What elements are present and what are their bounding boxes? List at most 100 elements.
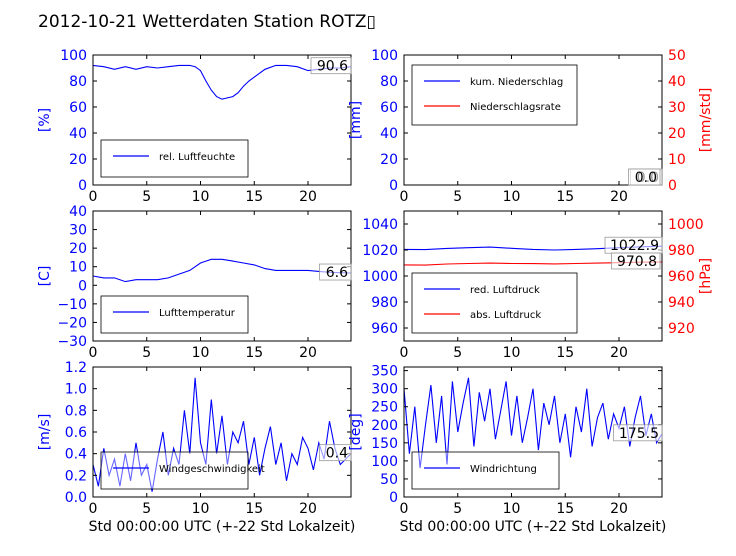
y2-tick-label: 50 — [668, 48, 686, 64]
y-tick-label: 20 — [69, 241, 87, 257]
x-tick-label: 0 — [89, 501, 98, 517]
y-axis-label: [m/s] — [37, 414, 53, 451]
y-tick-label: −10 — [57, 297, 87, 313]
annotation-box — [319, 444, 352, 462]
legend-entry: Niederschlagsrate — [470, 102, 561, 113]
annotation-value: 6.6 — [326, 265, 348, 281]
x-tick-label: 0 — [400, 189, 409, 205]
y-tick-label: 200 — [371, 418, 398, 434]
y-tick-label: 80 — [69, 74, 87, 90]
y-tick-label: 350 — [371, 364, 398, 380]
y-tick-label: 0.4 — [65, 447, 87, 463]
y2-tick-label: 10 — [668, 152, 686, 168]
x-tick-label: 10 — [503, 345, 521, 361]
x-tick-label: 10 — [503, 189, 521, 205]
legend-entry: Windrichtung — [470, 464, 537, 475]
y-tick-label: 1.0 — [65, 382, 87, 398]
y-tick-label: 0.8 — [65, 403, 87, 419]
y2-tick-label: 940 — [668, 295, 695, 311]
y-tick-label: 40 — [380, 126, 398, 142]
series-line-temperature-0 — [92, 258, 352, 283]
y-tick-label: −20 — [57, 315, 87, 331]
y2-tick-label: 20 — [668, 126, 686, 142]
x-tick-label: 10 — [192, 501, 210, 517]
x-axis-label: Std 00:00:00 UTC (+-22 Std Lokalzeit) — [400, 519, 667, 535]
y2-tick-label: 0 — [668, 178, 677, 194]
legend-entry: kum. Niederschlag — [470, 77, 563, 88]
y-tick-label: 1000 — [362, 269, 398, 285]
y-tick-label: 1.2 — [65, 360, 87, 376]
y-tick-label: 0 — [389, 178, 398, 194]
x-tick-label: 15 — [245, 501, 263, 517]
legend-box-pressure — [411, 272, 578, 334]
x-tick-label: 5 — [142, 189, 151, 205]
y-tick-label: 50 — [380, 472, 398, 488]
legend-entry: rel. Luftfeuchte — [159, 152, 235, 163]
annotation-box — [319, 263, 352, 281]
x-tick-label: 15 — [245, 189, 263, 205]
y-tick-label: 150 — [371, 436, 398, 452]
y-tick-label: 960 — [371, 321, 398, 337]
legend-box-precip — [411, 64, 578, 126]
x-tick-label: 5 — [453, 501, 462, 517]
y-tick-label: 0 — [78, 278, 87, 294]
legend-box-winddir — [411, 451, 560, 490]
y-tick-label: 100 — [371, 48, 398, 64]
x-tick-label: 20 — [299, 501, 317, 517]
y-tick-label: −30 — [57, 334, 87, 350]
x-tick-label: 15 — [556, 345, 574, 361]
y-tick-label: 20 — [380, 152, 398, 168]
x-tick-label: 20 — [610, 345, 628, 361]
y2-tick-label: 960 — [668, 269, 695, 285]
annotation-value: 90.6 — [317, 59, 348, 75]
y-tick-label: 40 — [69, 204, 87, 220]
y2-tick-label: 40 — [668, 74, 686, 90]
panel-pressure: 0 5 10 15 20 960 980 1000 1020 1040 920 940 960 980 10… — [362, 210, 714, 361]
y-tick-label: 1040 — [362, 217, 398, 233]
y-tick-label: 980 — [371, 295, 398, 311]
legend-box-humidity — [100, 139, 249, 178]
y2-tick-label: 920 — [668, 321, 695, 337]
panel-temperature: 0 5 10 15 20 −30 −20 −10 0 10 20 30 40 [C] Lufttempera… — [37, 204, 352, 361]
y-axis-label: [C] — [37, 266, 53, 287]
y2-axis-label: [hPa] — [698, 258, 714, 294]
panel-windspeed: 0 5 10 15 20 0.0 0.2 0.4 0.6 0.8 1.0 1.2 [m/s] Std 00… — [37, 360, 355, 535]
y-tick-label: 60 — [69, 100, 87, 116]
y-tick-label: 0 — [78, 178, 87, 194]
y-tick-label: 0.2 — [65, 468, 87, 484]
x-tick-label: 20 — [299, 189, 317, 205]
annotation-value: 1022.9 — [610, 238, 659, 254]
y-tick-label: 0.6 — [65, 425, 87, 441]
y-tick-label: 40 — [69, 126, 87, 142]
x-tick-label: 15 — [556, 189, 574, 205]
legend-entry: abs. Luftdruck — [470, 310, 541, 321]
x-tick-label: 5 — [142, 345, 151, 361]
panel-humidity: 0 5 10 15 20 0 20 40 60 80 100 [%] rel. Luftfeuchte 9… — [37, 48, 352, 205]
x-axis-label: Std 00:00:00 UTC (+-22 Std Lokalzeit) — [89, 519, 356, 535]
legend-box-windspeed — [100, 451, 249, 490]
y-axis-label: [mm] — [348, 101, 364, 139]
y-tick-label: 0 — [389, 490, 398, 506]
y-tick-label: 300 — [371, 382, 398, 398]
x-tick-label: 0 — [400, 501, 409, 517]
legend-box-temperature — [100, 295, 249, 334]
plot-frame-precip — [403, 54, 663, 186]
annotation-value: 970.8 — [617, 254, 657, 270]
x-tick-label: 15 — [245, 345, 263, 361]
x-tick-label: 5 — [453, 345, 462, 361]
annotation-box — [628, 168, 661, 186]
legend-entry: Windgeschwindigkeit — [159, 464, 265, 475]
annotation-box — [611, 252, 661, 270]
y2-tick-label: 30 — [668, 100, 686, 116]
y-tick-label: 0.0 — [65, 490, 87, 506]
panel-precip: 0 5 10 15 20 0 20 40 60 80 100 0 10 20 30 40 50 [mm] [mm/s… — [348, 48, 714, 205]
annotation-value: 175.5 — [619, 426, 659, 442]
y-tick-label: 10 — [69, 260, 87, 276]
legend-entry: Lufttemperatur — [159, 308, 236, 319]
x-tick-label: 20 — [610, 501, 628, 517]
y-tick-label: 250 — [371, 400, 398, 416]
x-tick-label: 5 — [142, 501, 151, 517]
